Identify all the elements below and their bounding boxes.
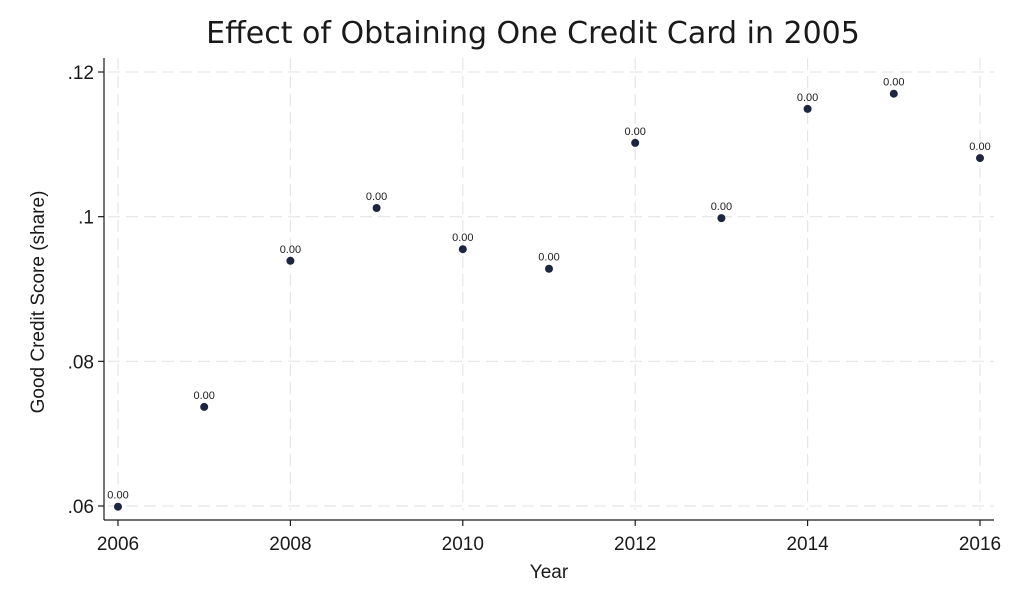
data-point-2010 (458, 245, 467, 254)
axes: .06 .08 .1 .12 2006 2008 2010 2012 2014 2016 (68, 58, 1001, 555)
grid (108, 58, 994, 510)
x-tick-label-3: 2012 (614, 534, 656, 555)
x-tick-label-4: 2014 (786, 534, 829, 555)
data-point-2014 (803, 104, 812, 113)
data-label-2016: 0.00 (969, 141, 990, 153)
data-label-2007: 0.00 (193, 390, 214, 402)
data-point-2008 (286, 256, 295, 265)
data-label-2012: 0.00 (624, 126, 645, 138)
y-tick-label-2: .1 (78, 208, 94, 229)
data-label-2006: 0.00 (107, 490, 128, 502)
data-points (114, 89, 984, 511)
data-point-2011 (545, 264, 553, 273)
data-labels: 0.00 0.00 0.00 0.00 0.00 0.00 0.00 0.00 0.00 0.00… (107, 77, 990, 502)
y-tick-label-0: .06 (68, 497, 94, 518)
x-tick-label-1: 2008 (269, 534, 311, 555)
x-axis-label: Year (530, 562, 569, 583)
data-point-2015 (889, 89, 898, 98)
data-point-2013 (717, 214, 726, 223)
y-axis-label: Good Credit Score (share) (28, 191, 49, 414)
data-point-2012 (631, 138, 640, 147)
data-point-2016 (976, 154, 984, 163)
data-point-2007 (200, 402, 209, 411)
data-label-2010: 0.00 (452, 232, 473, 244)
data-label-2009: 0.00 (366, 191, 387, 203)
y-tick-label-3: .12 (68, 63, 94, 84)
x-tick-label-5: 2016 (959, 534, 1001, 555)
data-label-2008: 0.00 (280, 244, 301, 256)
x-tick-label-2: 2010 (442, 534, 484, 555)
data-label-2011: 0.00 (538, 252, 559, 264)
data-label-2015: 0.00 (883, 77, 904, 89)
y-tick-label-1: .08 (68, 352, 94, 373)
x-tick-label-0: 2006 (97, 534, 139, 555)
data-point-2006 (114, 502, 122, 511)
data-point-2009 (372, 203, 381, 212)
data-label-2013: 0.00 (711, 201, 732, 213)
data-label-2014: 0.00 (797, 92, 818, 104)
chart-title: Effect of Obtaining One Credit Card in 2… (206, 16, 860, 51)
